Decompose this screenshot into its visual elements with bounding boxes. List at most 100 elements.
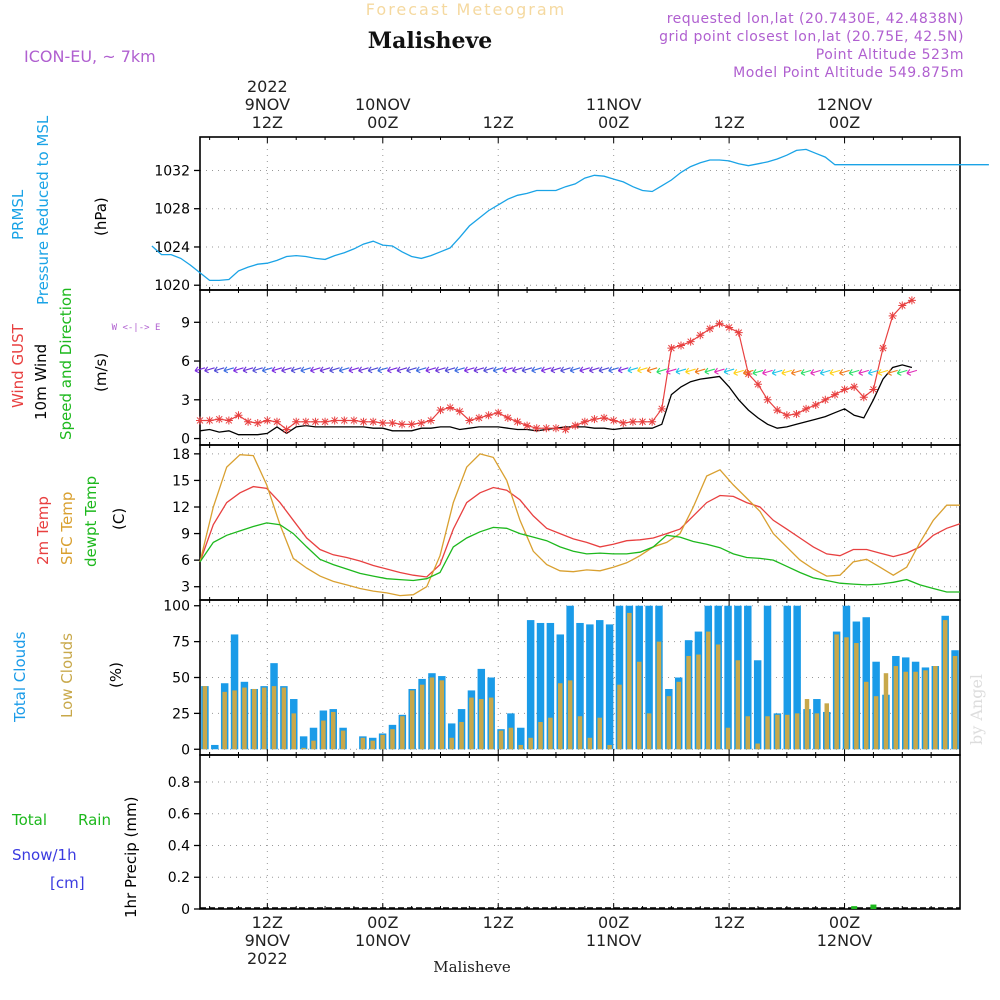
wind-arrow-15 bbox=[338, 366, 350, 374]
ytick-label-temperature-4: 15 bbox=[172, 473, 190, 489]
bottom-date-5: 12NOV bbox=[817, 931, 873, 950]
gust-mark-66 bbox=[830, 390, 839, 399]
panel-wind: 0 3 6 9 Wind GUST 10m Wind Speed and Direction… bbox=[9, 287, 961, 448]
total-cloud-bar-38 bbox=[576, 622, 584, 750]
gust-mark-69 bbox=[859, 393, 868, 402]
low-cloud-bar-9 bbox=[291, 713, 297, 750]
low-cloud-bar-14 bbox=[340, 730, 346, 750]
low-cloud-bar-17 bbox=[370, 740, 375, 750]
low-cloud-bar-30 bbox=[498, 730, 504, 750]
bottom-date-0: 9NOV bbox=[245, 931, 290, 950]
bottom-hour-3: 00Z bbox=[598, 913, 629, 932]
gust-mark-46 bbox=[638, 417, 647, 426]
low-cloud-bar-71 bbox=[903, 671, 908, 750]
wind-arrow-23 bbox=[415, 366, 427, 374]
low-cloud-bar-61 bbox=[804, 699, 810, 750]
panel-precip: 0 0.2 0.4 0.6 0.8 1hr Precip (mm) Total RainSno… bbox=[11, 754, 961, 918]
ytick-label-pressure-3: 1032 bbox=[154, 163, 190, 179]
gust-mark-2 bbox=[215, 415, 224, 424]
gust-mark-68 bbox=[850, 382, 859, 391]
gust-mark-74 bbox=[907, 296, 916, 305]
gust-mark-36 bbox=[542, 424, 551, 433]
gridpoint-coords: grid point closest lon,lat (20.75E, 42.5… bbox=[659, 29, 964, 45]
gust-mark-22 bbox=[407, 420, 416, 429]
gust-mark-0 bbox=[196, 416, 204, 425]
clouds-unit: (%) bbox=[107, 662, 125, 688]
gust-mark-17 bbox=[359, 417, 368, 426]
ytick-label-pressure-2: 1028 bbox=[154, 202, 190, 218]
low-clouds-label: Low Clouds bbox=[58, 633, 76, 718]
wind-arrow-71 bbox=[877, 369, 889, 376]
gust-mark-55 bbox=[725, 323, 734, 332]
gust-mark-73 bbox=[898, 301, 907, 310]
wind-arrow-45 bbox=[627, 366, 639, 374]
low-cloud-bar-44 bbox=[636, 661, 642, 750]
low-cloud-bar-48 bbox=[676, 681, 681, 750]
rain-bar-0 bbox=[851, 906, 858, 909]
wind-arrow-44 bbox=[617, 366, 629, 374]
precip-legend-total: Total bbox=[11, 811, 47, 829]
wind-arrow-12 bbox=[310, 366, 321, 374]
wind-arrow-35 bbox=[531, 366, 542, 374]
wind-arrow-38 bbox=[560, 366, 571, 374]
low-cloud-bar-7 bbox=[271, 686, 277, 750]
wind-arrow-11 bbox=[300, 366, 311, 374]
wind-arrow-64 bbox=[810, 369, 821, 376]
ytick-label-pressure-0: 1020 bbox=[154, 278, 190, 294]
low-cloud-bar-75 bbox=[942, 620, 948, 750]
gust-mark-48 bbox=[657, 404, 666, 413]
top-hour-1: 00Z bbox=[367, 113, 398, 132]
bottom-hour-2: 12Z bbox=[483, 913, 514, 932]
low-cloud-bar-8 bbox=[281, 687, 287, 750]
gust-mark-21 bbox=[398, 420, 407, 429]
gust-mark-15 bbox=[340, 416, 349, 425]
gust-mark-57 bbox=[744, 369, 753, 378]
gust-mark-26 bbox=[446, 403, 455, 412]
total-cloud-bar-40 bbox=[596, 620, 604, 750]
ytick-label-clouds-0: 0 bbox=[181, 742, 190, 758]
gust-mark-13 bbox=[321, 417, 330, 426]
low-cloud-bar-46 bbox=[656, 641, 662, 750]
ytick-label-temperature-5: 18 bbox=[172, 447, 190, 463]
gust-mark-38 bbox=[561, 425, 570, 434]
low-cloud-bar-62 bbox=[814, 713, 820, 750]
wind-arrow-2 bbox=[213, 366, 225, 374]
watermark: by Angel bbox=[967, 674, 986, 745]
low-cloud-bar-60 bbox=[794, 713, 800, 750]
wind-arrow-33 bbox=[512, 366, 523, 374]
bottom-date-1: 10NOV bbox=[355, 931, 411, 950]
model-label: ICON-EU, ~ 7km bbox=[24, 47, 156, 66]
panels: 1020 1024 1028 1032 PRMSL Pressure Reduced to… bbox=[9, 115, 989, 918]
wind-arrow-26 bbox=[444, 366, 456, 374]
wind-arrow-13 bbox=[319, 366, 331, 374]
low-cloud-bar-55 bbox=[745, 716, 751, 750]
gust-mark-59 bbox=[763, 395, 772, 404]
gust-mark-30 bbox=[484, 411, 493, 420]
ytick-label-wind-1: 3 bbox=[181, 393, 190, 409]
low-cloud-bar-28 bbox=[479, 699, 484, 750]
gust-mark-53 bbox=[705, 324, 714, 333]
wind-arrow-8 bbox=[271, 366, 283, 374]
gust-mark-27 bbox=[455, 407, 464, 416]
wind-arrow-18 bbox=[367, 366, 379, 374]
gust-mark-65 bbox=[821, 395, 830, 404]
gust-mark-3 bbox=[224, 416, 233, 425]
model-altitude: Model Point Altitude 549.875m bbox=[733, 65, 964, 81]
low-cloud-bar-0 bbox=[202, 686, 208, 750]
wind-arrow-67 bbox=[839, 369, 850, 376]
low-cloud-bar-24 bbox=[439, 680, 445, 750]
total-cloud-bar-33 bbox=[526, 620, 535, 750]
total-cloud-bar-57 bbox=[763, 605, 772, 750]
gust-mark-70 bbox=[869, 385, 878, 394]
footer-station: Malisheve bbox=[433, 958, 511, 976]
gust-mark-50 bbox=[677, 341, 686, 350]
low-cloud-bar-27 bbox=[469, 697, 474, 750]
ytick-label-wind-3: 9 bbox=[181, 315, 190, 331]
wind-arrow-56 bbox=[733, 369, 744, 376]
gust-mark-28 bbox=[465, 416, 474, 425]
total-cloud-bar-60 bbox=[793, 605, 801, 750]
gust-mark-62 bbox=[792, 410, 801, 418]
wind-arrow-55 bbox=[723, 367, 735, 375]
frame-temperature bbox=[199, 444, 961, 601]
